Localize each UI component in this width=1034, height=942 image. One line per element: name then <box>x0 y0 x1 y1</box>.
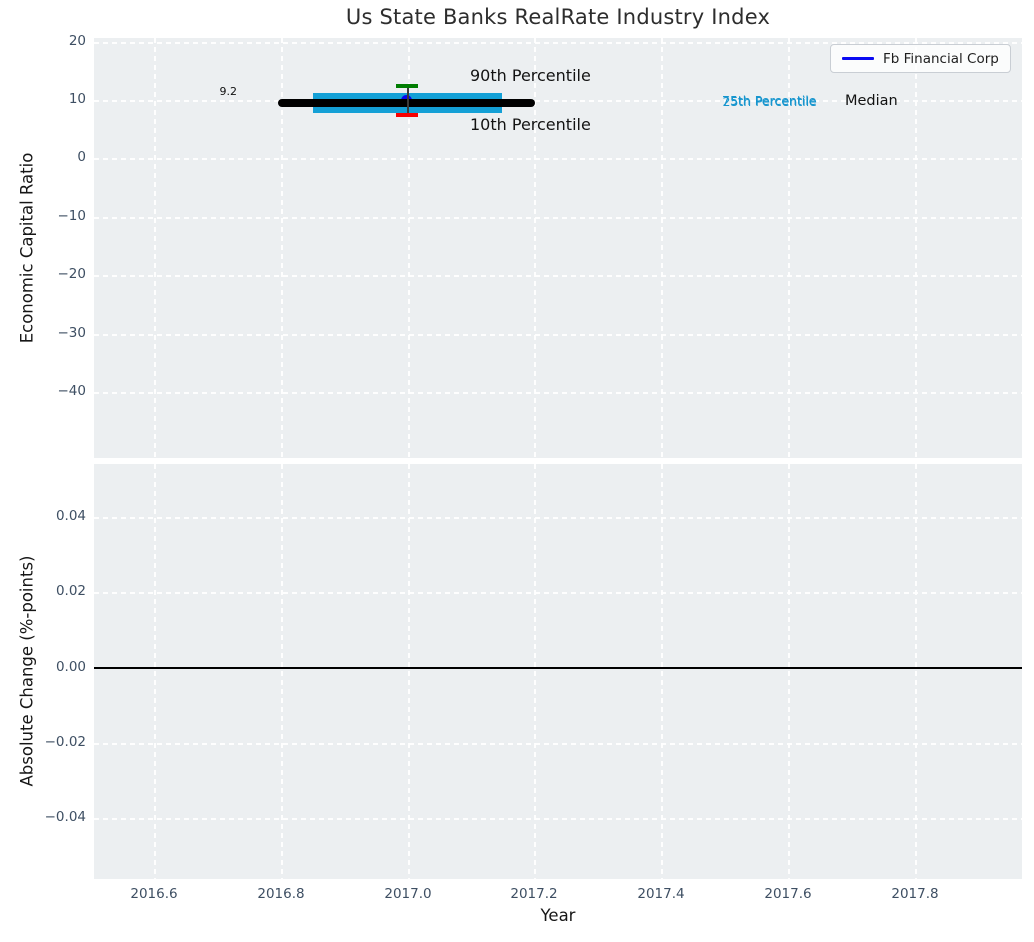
vertical-gridline <box>661 38 663 458</box>
percentile-90-cap <box>396 84 418 88</box>
horizontal-gridline <box>94 42 1022 44</box>
y-tick-label: −30 <box>57 325 87 341</box>
x-tick-label: 2017.0 <box>384 886 432 902</box>
y-tick-label: 0.02 <box>55 583 86 599</box>
percentile-75-label: 75th Percentile <box>722 93 817 108</box>
percentile-whisker-line <box>407 86 409 115</box>
y-tick-label: 20 <box>68 33 86 49</box>
vertical-gridline <box>915 464 917 879</box>
y-tick-label: −40 <box>57 383 87 399</box>
y-tick-label: −10 <box>57 208 87 224</box>
horizontal-gridline <box>94 743 1022 745</box>
x-tick-label: 2017.8 <box>891 886 939 902</box>
y-tick-label: −20 <box>57 266 87 282</box>
horizontal-gridline <box>94 275 1022 277</box>
vertical-gridline <box>788 38 790 458</box>
percentile-10-label: 10th Percentile <box>470 115 591 134</box>
legend-line-sample-icon <box>842 57 874 60</box>
median-label: Median <box>845 93 898 109</box>
zero-reference-line <box>94 667 1022 669</box>
x-tick-label: 2016.8 <box>257 886 305 902</box>
y-axis-label-top: Economic Capital Ratio <box>17 152 37 344</box>
x-axis-label: Year <box>540 906 576 925</box>
vertical-gridline <box>661 464 663 879</box>
y-tick-label: 0 <box>77 149 86 165</box>
y-tick-label: −0.04 <box>44 809 86 825</box>
percentile-25-label: 25th Percentile <box>722 94 817 109</box>
x-tick-label: 2017.2 <box>510 886 558 902</box>
chart-title: Us State Banks RealRate Industry Index <box>345 5 771 29</box>
median-line <box>278 99 535 107</box>
y-axis-label-bottom: Absolute Change (%-points) <box>17 555 37 787</box>
vertical-gridline <box>915 38 917 458</box>
y-tick-label: 0.04 <box>55 508 86 524</box>
percentile-10-cap <box>396 113 418 117</box>
y-tick-label: 0.00 <box>55 659 86 675</box>
x-tick-label: 2016.6 <box>130 886 178 902</box>
horizontal-gridline <box>94 517 1022 519</box>
vertical-gridline <box>788 464 790 879</box>
y-tick-label: 10 <box>68 91 86 107</box>
percentile-90-label: 90th Percentile <box>470 66 591 85</box>
horizontal-gridline <box>94 334 1022 336</box>
vertical-gridline <box>281 464 283 879</box>
horizontal-gridline <box>94 217 1022 219</box>
vertical-gridline <box>534 464 536 879</box>
vertical-gridline <box>281 38 283 458</box>
top-plot-area: 9.2 90th Percentile 10th Percentile 75th… <box>94 38 1022 458</box>
legend: Fb Financial Corp <box>830 44 1011 73</box>
vertical-gridline <box>408 38 410 458</box>
x-tick-label: 2017.4 <box>637 886 685 902</box>
y-tick-label: −0.02 <box>44 734 86 750</box>
horizontal-gridline <box>94 592 1022 594</box>
median-value-label: 9.2 <box>219 85 238 98</box>
vertical-gridline <box>408 464 410 879</box>
vertical-gridline <box>154 464 156 879</box>
horizontal-gridline <box>94 100 1022 102</box>
horizontal-gridline <box>94 392 1022 394</box>
vertical-gridline <box>534 38 536 458</box>
legend-label: Fb Financial Corp <box>883 50 999 67</box>
horizontal-gridline <box>94 158 1022 160</box>
bottom-plot-area <box>94 464 1022 879</box>
vertical-gridline <box>154 38 156 458</box>
horizontal-gridline <box>94 818 1022 820</box>
x-tick-label: 2017.6 <box>764 886 812 902</box>
